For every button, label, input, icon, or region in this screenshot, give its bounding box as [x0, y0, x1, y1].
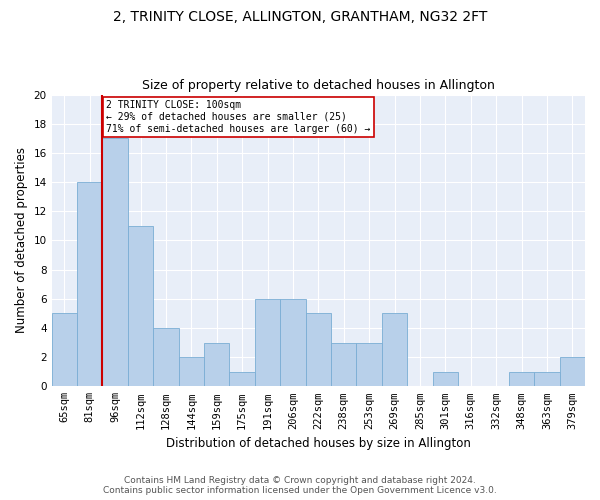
- Bar: [52, 314, 77, 386]
- Title: Size of property relative to detached houses in Allington: Size of property relative to detached ho…: [142, 79, 495, 92]
- Bar: [382, 314, 407, 386]
- Bar: [509, 372, 534, 386]
- Bar: [153, 328, 179, 386]
- Bar: [103, 138, 128, 386]
- Bar: [534, 372, 560, 386]
- Y-axis label: Number of detached properties: Number of detached properties: [15, 148, 28, 334]
- Bar: [280, 299, 305, 386]
- Text: 2, TRINITY CLOSE, ALLINGTON, GRANTHAM, NG32 2FT: 2, TRINITY CLOSE, ALLINGTON, GRANTHAM, N…: [113, 10, 487, 24]
- Bar: [305, 314, 331, 386]
- Bar: [433, 372, 458, 386]
- X-axis label: Distribution of detached houses by size in Allington: Distribution of detached houses by size …: [166, 437, 471, 450]
- Bar: [179, 357, 204, 386]
- Text: Contains HM Land Registry data © Crown copyright and database right 2024.
Contai: Contains HM Land Registry data © Crown c…: [103, 476, 497, 495]
- Bar: [77, 182, 103, 386]
- Bar: [204, 342, 229, 386]
- Bar: [356, 342, 382, 386]
- Bar: [128, 226, 153, 386]
- Bar: [229, 372, 255, 386]
- Bar: [255, 299, 280, 386]
- Bar: [331, 342, 356, 386]
- Bar: [560, 357, 585, 386]
- Text: 2 TRINITY CLOSE: 100sqm
← 29% of detached houses are smaller (25)
71% of semi-de: 2 TRINITY CLOSE: 100sqm ← 29% of detache…: [106, 100, 371, 134]
